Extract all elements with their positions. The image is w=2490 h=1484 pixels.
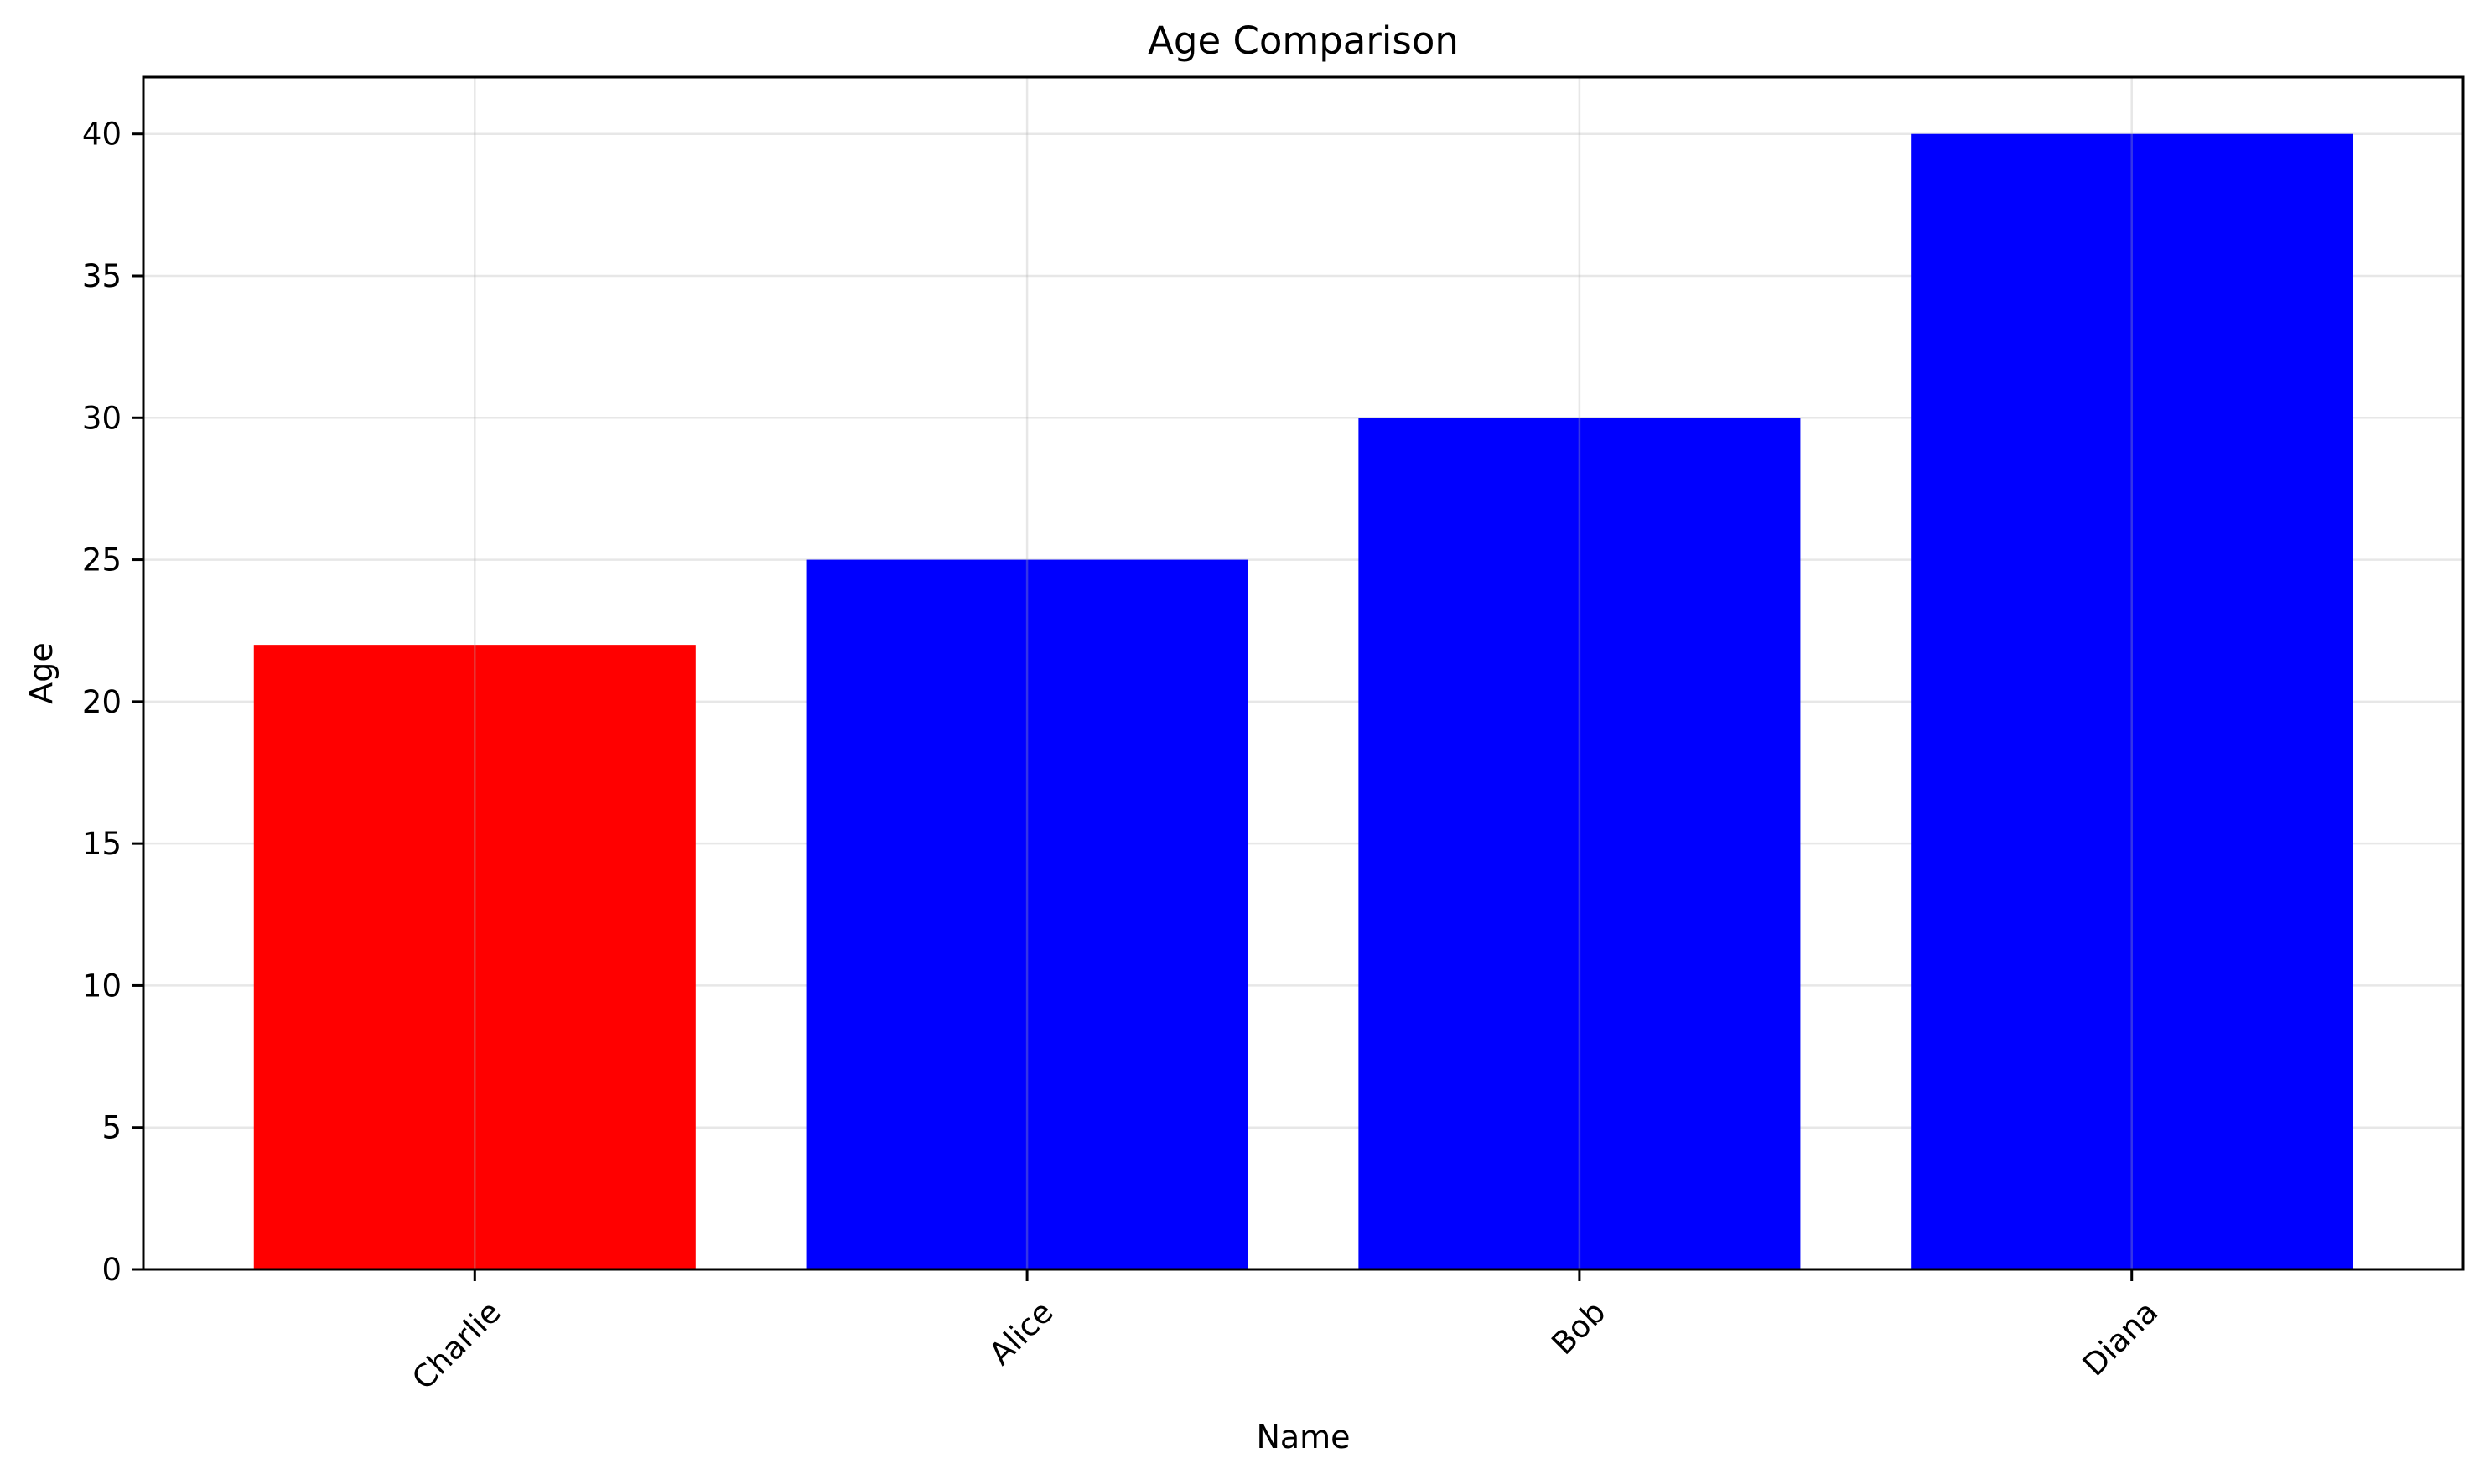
plot-frame xyxy=(142,75,2465,1271)
x-axis-label: Name xyxy=(1256,1419,1350,1455)
x-tick-label: Diana xyxy=(2076,1294,2165,1383)
chart-title: Age Comparison xyxy=(1148,18,1459,63)
y-tick-label: 5 xyxy=(101,1110,122,1146)
y-tick-label: 10 xyxy=(82,968,122,1004)
bar-charlie xyxy=(253,645,696,1269)
y-tick-label: 40 xyxy=(82,117,122,153)
y-tick-label: 20 xyxy=(82,684,122,720)
y-tick-label: 30 xyxy=(82,400,122,436)
y-tick-label: 15 xyxy=(82,826,122,862)
bar-diana xyxy=(1911,133,2353,1270)
x-axis-ticks: Charlie Alice Bob Diana xyxy=(405,1269,2165,1397)
y-axis-ticks: 0 5 10 15 20 25 30 35 40 xyxy=(82,117,143,1288)
y-tick-label: 0 xyxy=(101,1252,122,1288)
x-tick-label: Alice xyxy=(982,1294,1060,1372)
bar-layer xyxy=(253,133,2353,1270)
bar-bob xyxy=(1358,418,1801,1269)
x-tick-label: Bob xyxy=(1545,1294,1613,1362)
y-axis-label: Age xyxy=(23,642,60,704)
vertical-grid-layer xyxy=(474,77,2133,1269)
bar-alice xyxy=(806,559,1248,1269)
y-tick-label: 35 xyxy=(82,258,122,294)
x-tick-label: Charlie xyxy=(405,1294,508,1397)
y-tick-label: 25 xyxy=(82,542,122,579)
